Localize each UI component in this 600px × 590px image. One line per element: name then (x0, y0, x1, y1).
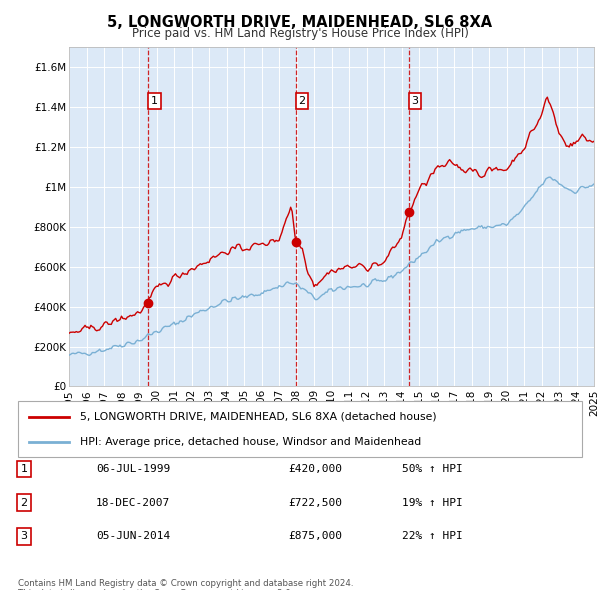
Text: 5, LONGWORTH DRIVE, MAIDENHEAD, SL6 8XA (detached house): 5, LONGWORTH DRIVE, MAIDENHEAD, SL6 8XA … (80, 412, 437, 422)
Text: 3: 3 (412, 96, 419, 106)
FancyBboxPatch shape (18, 401, 582, 457)
Text: £875,000: £875,000 (288, 532, 342, 541)
Text: 1: 1 (151, 96, 158, 106)
Text: 1: 1 (20, 464, 28, 474)
Text: 06-JUL-1999: 06-JUL-1999 (96, 464, 170, 474)
Text: 22% ↑ HPI: 22% ↑ HPI (402, 532, 463, 541)
Text: 05-JUN-2014: 05-JUN-2014 (96, 532, 170, 541)
Text: HPI: Average price, detached house, Windsor and Maidenhead: HPI: Average price, detached house, Wind… (80, 437, 421, 447)
Text: 5, LONGWORTH DRIVE, MAIDENHEAD, SL6 8XA: 5, LONGWORTH DRIVE, MAIDENHEAD, SL6 8XA (107, 15, 493, 30)
Text: £420,000: £420,000 (288, 464, 342, 474)
Text: 50% ↑ HPI: 50% ↑ HPI (402, 464, 463, 474)
Text: 2: 2 (298, 96, 305, 106)
Text: Contains HM Land Registry data © Crown copyright and database right 2024.
This d: Contains HM Land Registry data © Crown c… (18, 579, 353, 590)
Text: Price paid vs. HM Land Registry's House Price Index (HPI): Price paid vs. HM Land Registry's House … (131, 27, 469, 40)
Text: 18-DEC-2007: 18-DEC-2007 (96, 498, 170, 507)
Text: 3: 3 (20, 532, 28, 541)
Text: 2: 2 (20, 498, 28, 507)
Text: £722,500: £722,500 (288, 498, 342, 507)
Text: 19% ↑ HPI: 19% ↑ HPI (402, 498, 463, 507)
